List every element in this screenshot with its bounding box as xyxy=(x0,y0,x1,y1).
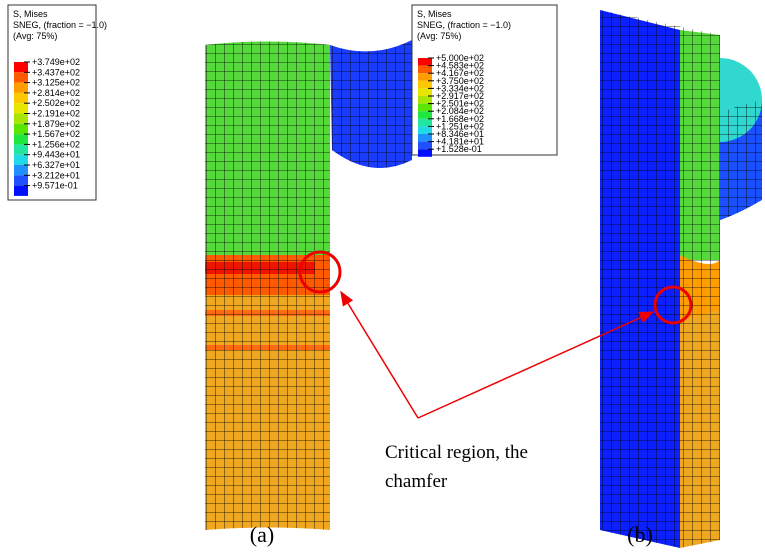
legend-label: +1.879e+02 xyxy=(32,119,80,129)
annotation: chamfer xyxy=(385,471,448,492)
legend-swatch xyxy=(14,82,28,93)
legend-swatch xyxy=(14,144,28,155)
legend-swatch xyxy=(14,134,28,145)
legend-label: +2.084e+02 xyxy=(436,106,484,116)
legend-label: +2.814e+02 xyxy=(32,88,80,98)
legend-label: +1.251e+02 xyxy=(436,121,484,131)
legend-swatch xyxy=(418,73,432,81)
legend-swatch xyxy=(14,123,28,135)
legend-swatch xyxy=(418,80,432,89)
legend-label: +1.567e+02 xyxy=(32,129,80,139)
legend-label: +2.191e+02 xyxy=(32,109,80,119)
legend-box xyxy=(411,4,558,156)
legend-avg: (Avg: 75%) xyxy=(13,31,57,41)
legend-swatch xyxy=(418,111,432,119)
legend-swatch xyxy=(418,126,432,134)
legend-swatch xyxy=(418,58,432,66)
legend-swatch xyxy=(14,185,28,196)
callouts xyxy=(298,250,693,419)
legend-subtitle: SNEG, (fraction = −1.0) xyxy=(13,20,107,30)
legend-swatch xyxy=(14,113,28,124)
legend-title: S, Mises xyxy=(13,9,48,19)
legend-swatch xyxy=(14,103,28,114)
legend-label: +3.125e+02 xyxy=(32,78,80,88)
legend-swatch xyxy=(14,72,28,83)
legend-swatch xyxy=(418,96,432,104)
legend-b: S, Mises SNEG, (fraction = −1.0) (Avg: 7… xyxy=(411,4,558,157)
legend-label: +1.256e+02 xyxy=(32,139,80,149)
legend-label: +5.000e+02 xyxy=(436,53,484,63)
legend-label: +9.571e-01 xyxy=(32,181,78,191)
model-a xyxy=(205,40,412,530)
legend-swatch xyxy=(14,154,28,165)
legend-swatch xyxy=(418,88,432,96)
legend-swatch xyxy=(418,103,432,112)
caption: (a) xyxy=(250,522,274,547)
legend-swatch xyxy=(418,149,432,157)
legend-label: +4.181e+01 xyxy=(436,137,484,147)
legend-swatch xyxy=(418,134,432,142)
annotation: Critical region, the xyxy=(385,442,528,463)
legend-label: +1.528e-01 xyxy=(436,144,482,154)
legend-label: +4.583e+02 xyxy=(436,61,484,71)
legend-label: +4.167e+02 xyxy=(436,68,484,78)
model-b xyxy=(600,10,762,548)
legend-label: +3.749e+02 xyxy=(32,57,80,67)
legend-swatch xyxy=(14,62,28,73)
legend-title: S, Mises xyxy=(417,9,452,19)
legend-label: +8.346e+01 xyxy=(436,129,484,139)
legend-swatch xyxy=(418,118,432,127)
legend-label: +1.668e+02 xyxy=(436,114,484,124)
legend-label: +2.502e+02 xyxy=(32,98,80,108)
caption: (b) xyxy=(627,522,653,547)
legend-label: +3.437e+02 xyxy=(32,67,80,77)
legend-swatch xyxy=(14,175,28,186)
legend-label: +3.212e+01 xyxy=(32,170,80,180)
legend-swatch xyxy=(418,141,432,150)
legend-label: +2.501e+02 xyxy=(436,99,484,109)
legend-label: +3.750e+02 xyxy=(436,76,484,86)
legend-label: +9.443e+01 xyxy=(32,150,80,160)
legend-a: S, Mises SNEG, (fraction = −1.0) (Avg: 7… xyxy=(7,4,107,201)
legend-label: +2.917e+02 xyxy=(436,91,484,101)
legend-swatch xyxy=(14,165,28,176)
legend-label: +6.327e+01 xyxy=(32,160,80,170)
legend-swatch xyxy=(418,65,432,74)
legend-avg: (Avg: 75%) xyxy=(417,31,461,41)
legend-label: +3.334e+02 xyxy=(436,83,484,93)
legend-swatch xyxy=(14,92,28,104)
legend-subtitle: SNEG, (fraction = −1.0) xyxy=(417,20,511,30)
